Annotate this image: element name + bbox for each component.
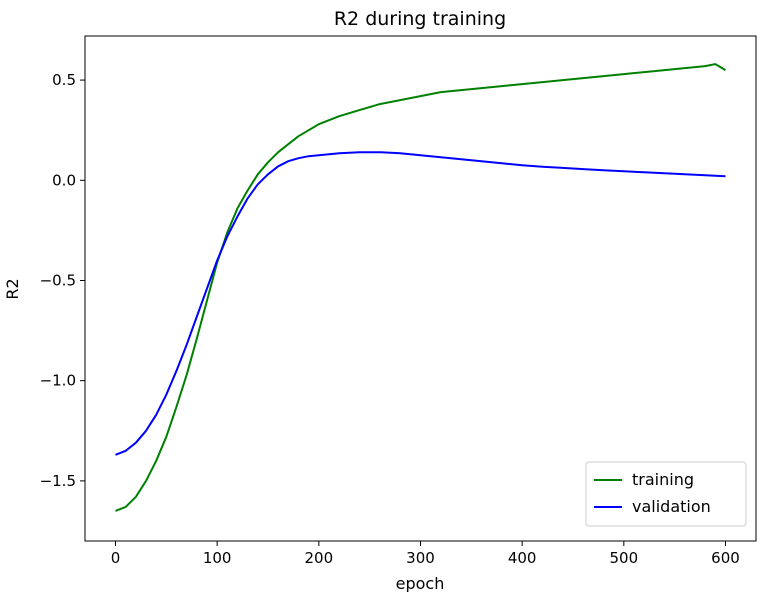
y-tick-label: 0.5 bbox=[52, 71, 76, 89]
x-axis-ticks: 0 100 200 300 400 500 600 bbox=[111, 541, 740, 567]
series-line-training bbox=[115, 63, 727, 512]
x-tick-label: 400 bbox=[508, 549, 537, 567]
y-tick-label: −1.0 bbox=[40, 372, 76, 390]
x-tick-label: 600 bbox=[711, 549, 740, 567]
legend: training validation bbox=[585, 461, 747, 527]
legend-label-training: training bbox=[632, 470, 694, 489]
x-tick-label: 200 bbox=[305, 549, 334, 567]
y-tick-label: −0.5 bbox=[40, 271, 76, 289]
legend-box bbox=[585, 461, 747, 527]
y-tick-label: −1.5 bbox=[40, 472, 76, 490]
x-tick-label: 300 bbox=[406, 549, 435, 567]
y-tick-label: 0.0 bbox=[52, 171, 76, 189]
x-tick-label: 500 bbox=[610, 549, 639, 567]
y-axis-label: R2 bbox=[3, 278, 22, 299]
y-axis-ticks: −1.5 −1.0 −0.5 0.0 0.5 bbox=[40, 71, 85, 490]
x-tick-label: 0 bbox=[111, 549, 121, 567]
series-layer bbox=[115, 63, 727, 512]
x-axis-label: epoch bbox=[396, 574, 445, 592]
series-line-validation bbox=[115, 151, 726, 456]
chart-title: R2 during training bbox=[334, 8, 506, 30]
x-tick-label: 100 bbox=[203, 549, 232, 567]
legend-label-validation: validation bbox=[632, 497, 711, 516]
